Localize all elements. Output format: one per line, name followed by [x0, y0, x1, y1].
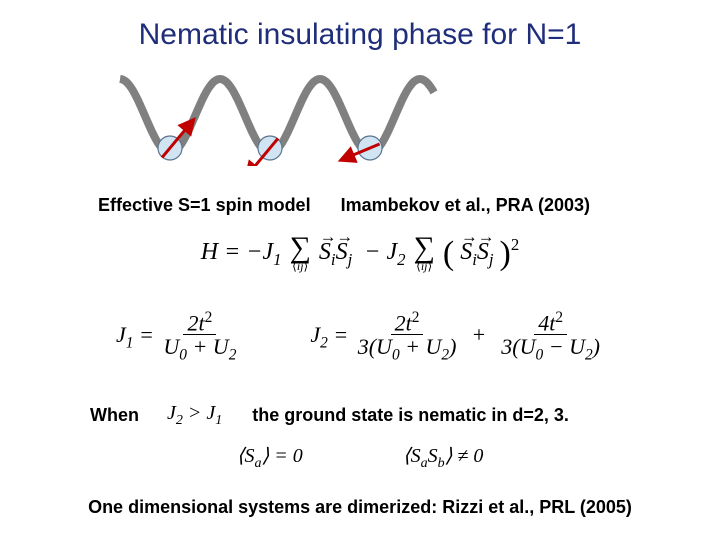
when-condition: J2 > J1	[167, 402, 222, 429]
j2-term1-den: 3(U0 + U2)	[354, 335, 461, 364]
expectation-sasb: ⟨SaSb⟩ ≠ 0	[403, 443, 484, 472]
j2-term2-num: 4t2	[534, 310, 567, 335]
hamiltonian-equation: H = −J1 ∑⟨ij⟩ SiSj − J2 ∑⟨ij⟩ ( SiSj )2	[0, 235, 720, 272]
j1-numerator: 2t2	[183, 310, 216, 335]
j2-term1-num: 2t2	[391, 310, 424, 335]
page-title: Nematic insulating phase for N=1	[0, 18, 720, 52]
dimerization-statement: One dimensional systems are dimerized: R…	[0, 497, 720, 518]
j1-denominator: U0 + U2	[159, 335, 240, 364]
expectation-sa: ⟨Sa⟩ = 0	[237, 443, 303, 472]
reference-citation: Imambekov et al., PRA (2003)	[341, 195, 590, 216]
j2-term2-den: 3(U0 − U2)	[497, 335, 604, 364]
j2-definition: J2 = 2t2 3(U0 + U2) + 4t2 3(U0 − U2)	[310, 310, 604, 364]
when-label: When	[90, 405, 139, 426]
j1-definition: J1 = 2t2 U0 + U2	[116, 310, 240, 364]
wave-diagram	[115, 66, 445, 166]
when-conclusion: the ground state is nematic in d=2, 3.	[252, 405, 569, 426]
effective-model-label: Effective S=1 spin model	[98, 195, 311, 216]
